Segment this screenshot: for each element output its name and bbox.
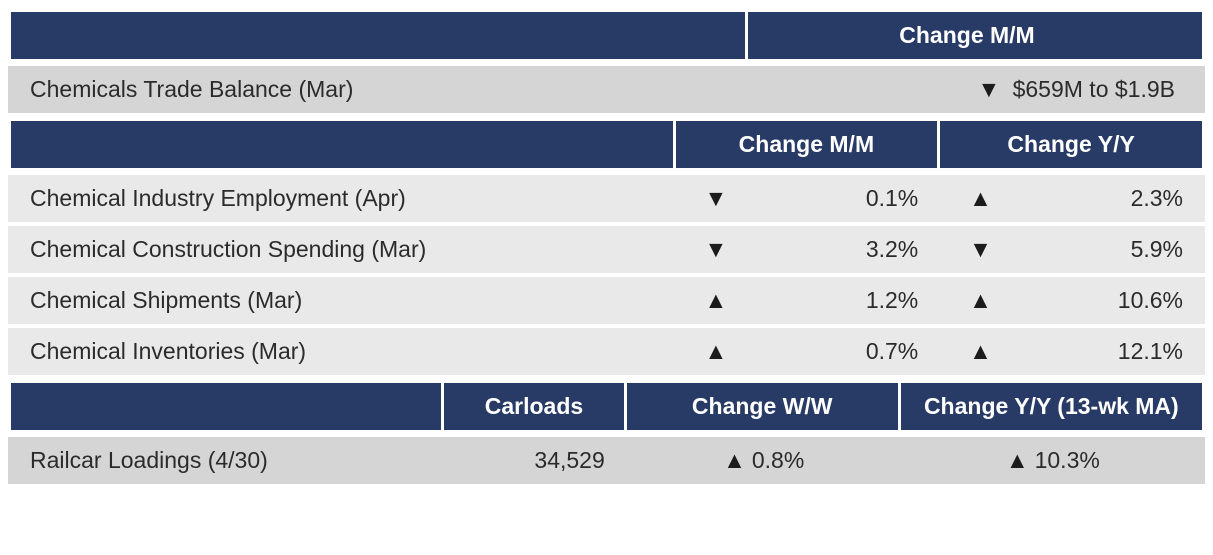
yy-value: 10.6% bbox=[1021, 277, 1205, 324]
triangle-up-icon bbox=[676, 277, 757, 324]
table-row: Chemical Inventories (Mar) 0.7% 12.1% bbox=[8, 328, 1205, 375]
yy-value: 2.3% bbox=[1021, 175, 1205, 222]
triangle-down-icon bbox=[676, 175, 757, 222]
triangle-up-icon bbox=[940, 277, 1021, 324]
section1-header-row: Change M/M bbox=[8, 12, 1205, 62]
section3-carloads-header: Carloads bbox=[444, 383, 627, 433]
railcar-ww: 0.8% bbox=[627, 437, 901, 484]
section1-change-header: Change M/M bbox=[748, 12, 1205, 62]
metric-label: Chemical Industry Employment (Apr) bbox=[8, 175, 676, 222]
triangle-down-icon bbox=[676, 226, 757, 273]
section2-yy-header: Change Y/Y bbox=[940, 121, 1205, 171]
table-row: Chemical Shipments (Mar) 1.2% 10.6% bbox=[8, 277, 1205, 324]
section-trade-balance: Change M/M Chemicals Trade Balance (Mar)… bbox=[8, 8, 1205, 117]
section3-yy-header: Change Y/Y (13-wk MA) bbox=[901, 383, 1205, 433]
section3-blank-header bbox=[8, 383, 444, 433]
trade-balance-value: $659M to $1.9B bbox=[1013, 76, 1175, 102]
mm-value: 0.7% bbox=[756, 328, 940, 375]
section2-header-row: Change M/M Change Y/Y bbox=[8, 121, 1205, 171]
section2-blank-header bbox=[8, 121, 676, 171]
triangle-up-icon bbox=[723, 447, 746, 474]
section1-blank-header bbox=[8, 12, 748, 62]
table-row: Chemical Industry Employment (Apr) 0.1% 2.… bbox=[8, 175, 1205, 222]
metric-label: Chemical Construction Spending (Mar) bbox=[8, 226, 676, 273]
railcar-carloads: 34,529 bbox=[444, 437, 627, 484]
trade-balance-row: Chemicals Trade Balance (Mar) $659M to $… bbox=[8, 66, 1205, 113]
trade-balance-label: Chemicals Trade Balance (Mar) bbox=[8, 66, 748, 113]
mm-value: 0.1% bbox=[756, 175, 940, 222]
metric-label: Chemical Shipments (Mar) bbox=[8, 277, 676, 324]
triangle-up-icon bbox=[940, 175, 1021, 222]
metric-label: Chemical Inventories (Mar) bbox=[8, 328, 676, 375]
section-chemical-metrics: Change M/M Change Y/Y Chemical Industry … bbox=[8, 117, 1205, 379]
mm-value: 3.2% bbox=[756, 226, 940, 273]
railcar-row: Railcar Loadings (4/30) 34,529 0.8% 10.3… bbox=[8, 437, 1205, 484]
railcar-label: Railcar Loadings (4/30) bbox=[8, 437, 444, 484]
yy-value: 5.9% bbox=[1021, 226, 1205, 273]
section3-header-row: Carloads Change W/W Change Y/Y (13-wk MA… bbox=[8, 383, 1205, 433]
trade-balance-change: $659M to $1.9B bbox=[748, 66, 1205, 113]
triangle-down-icon bbox=[940, 226, 1021, 273]
mm-value: 1.2% bbox=[756, 277, 940, 324]
triangle-up-icon bbox=[940, 328, 1021, 375]
table-row: Chemical Construction Spending (Mar) 3.2%… bbox=[8, 226, 1205, 273]
yy-value: 12.1% bbox=[1021, 328, 1205, 375]
section2-mm-header: Change M/M bbox=[676, 121, 941, 171]
section3-ww-header: Change W/W bbox=[627, 383, 901, 433]
triangle-up-icon bbox=[1006, 447, 1029, 474]
railcar-ww-value: 0.8% bbox=[752, 447, 804, 473]
section-railcar: Carloads Change W/W Change Y/Y (13-wk MA… bbox=[8, 379, 1205, 488]
economic-indicators-table: Change M/M Chemicals Trade Balance (Mar)… bbox=[8, 8, 1205, 488]
railcar-yy-value: 10.3% bbox=[1035, 447, 1100, 473]
triangle-down-icon bbox=[977, 76, 1000, 103]
railcar-yy: 10.3% bbox=[901, 437, 1205, 484]
triangle-up-icon bbox=[676, 328, 757, 375]
